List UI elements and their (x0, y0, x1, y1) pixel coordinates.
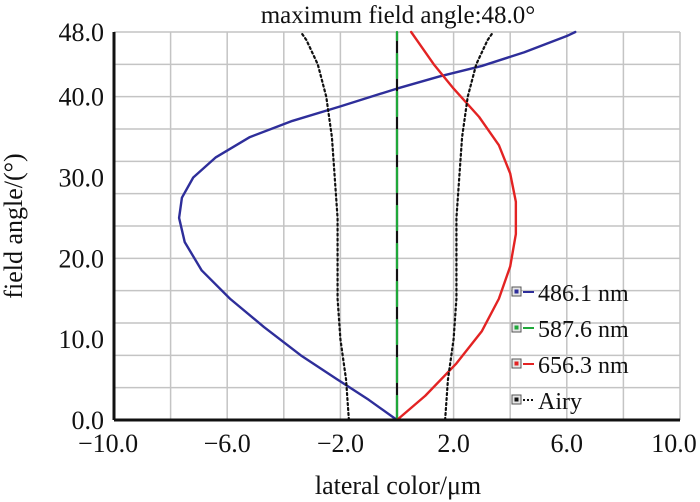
legend-marker-fill (514, 361, 519, 366)
series-line-4 (299, 30, 350, 422)
legend: 486.1 nm 587.6 nm 656.3 nm Airy (511, 281, 629, 415)
legend-entry: Airy (511, 389, 582, 415)
y-tick-label: 0.0 (72, 406, 105, 435)
y-tick-label: 30.0 (59, 164, 105, 193)
legend-entry: 587.6 nm (511, 317, 629, 343)
series-line-3 (444, 30, 495, 422)
x-tick-label: 6.0 (551, 429, 584, 458)
legend-label: 486.1 nm (538, 281, 629, 307)
legend-entry: 656.3 nm (511, 353, 629, 379)
series-line-0 (177, 30, 577, 422)
y-tick-label: 48.0 (59, 18, 105, 47)
tick-labels: −10.0 −6.0 −2.0 2.0 6.0 10.0 0.0 10.0 20.0 30.0 40… (59, 18, 697, 458)
x-tick-label: −2.0 (317, 429, 364, 458)
legend-entry: 486.1 nm (511, 281, 629, 307)
x-tick-label: −6.0 (204, 429, 251, 458)
y-tick-label: 20.0 (59, 244, 105, 273)
legend-label: 656.3 nm (538, 353, 629, 379)
legend-marker-fill (514, 397, 519, 402)
series-line-2 (395, 30, 518, 422)
legend-marker-fill (514, 325, 519, 330)
legend-marker-fill (514, 289, 519, 294)
legend-label: Airy (538, 389, 582, 415)
y-tick-label: 10.0 (59, 325, 105, 354)
legend-label: 587.6 nm (538, 317, 629, 343)
y-tick-label: 40.0 (59, 83, 105, 112)
x-tick-label: 2.0 (437, 429, 470, 458)
x-tick-label: 10.0 (651, 429, 697, 458)
axis-layer (112, 32, 680, 422)
x-axis-title: lateral color/μm (315, 471, 481, 500)
series-layer (177, 30, 577, 422)
chart-title: maximum field angle:48.0° (261, 2, 536, 29)
x-tick-label: −10.0 (78, 429, 138, 458)
y-axis-title: field angle/(°) (0, 153, 28, 298)
